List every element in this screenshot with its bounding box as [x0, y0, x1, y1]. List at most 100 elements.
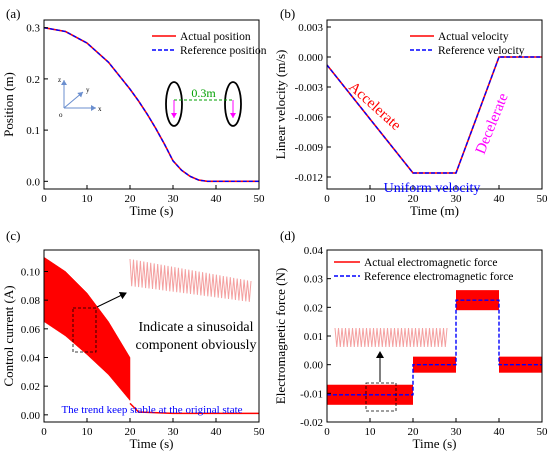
- y-tick-label-b-3: -0.006: [295, 112, 324, 124]
- series-actual-velocity: [326, 56, 542, 174]
- y-axis-label-b: Linear velocity (m/s): [273, 50, 288, 160]
- legend-label-reference-position: Reference position: [180, 45, 267, 57]
- x-tick-label-b-1: 10: [365, 193, 377, 205]
- right-coil-ellipse: [224, 81, 242, 127]
- y-tick-label-b-5: -0.012: [295, 172, 323, 184]
- legend-label-reference-force: Reference electromagnetic force: [364, 271, 513, 283]
- x-tick-label-a-3: 30: [168, 193, 180, 205]
- series-reference-force: [327, 299, 542, 396]
- series-control-current-tail: [129, 402, 259, 415]
- y-tick-label-a-1: 0.1: [26, 125, 40, 137]
- force-band-segment-1: [413, 356, 456, 373]
- plot-frame-c: [43, 249, 260, 423]
- x-axis-label-d: Time (s): [413, 436, 457, 451]
- y-tick-label-d-4: 0.02: [304, 302, 323, 314]
- y-tick-label-d-5: 0.03: [304, 274, 324, 286]
- y-tick-label-c-1: 0.02: [21, 381, 40, 393]
- x-tick-label-b-4: 40: [494, 193, 506, 205]
- inset-zoom-c: [129, 258, 252, 302]
- annotation-sinusoidal-1: Indicate a sinusoidal: [138, 320, 253, 335]
- series-reference-position: [43, 26, 259, 183]
- x-axis-label-a: Time (s): [130, 203, 174, 218]
- legend-a: Actual position Reference position: [152, 31, 267, 57]
- y-tick-label-c-3: 0.06: [21, 324, 41, 336]
- axis-label-o: o: [59, 111, 63, 119]
- x-tick-label-c-4: 40: [211, 426, 223, 438]
- x-tick-label-d-3: 30: [451, 426, 463, 438]
- x-tick-label-b-5: 50: [537, 193, 549, 205]
- x-tick-label-a-4: 40: [211, 193, 223, 205]
- y-tick-label-a-2: 0.2: [26, 74, 40, 86]
- y-tick-label-b-1: 0.000: [298, 52, 323, 64]
- zoom-box-d: [365, 382, 397, 412]
- force-band-segment-3: [499, 356, 542, 373]
- y-tick-label-b-4: -0.009: [295, 142, 324, 154]
- panel-label-d: (d): [280, 228, 295, 243]
- zoom-box-c: [72, 307, 97, 353]
- panel-c: (c) 0 10 20 30 40 500.000.020.040.060.080.10 …: [1, 228, 265, 451]
- legend-label-actual-velocity: Actual velocity: [438, 31, 509, 43]
- inset-oscillation-d: [334, 327, 448, 348]
- x-tick-label-a-2: 20: [125, 193, 137, 205]
- legend-label-actual-position: Actual position: [180, 31, 251, 43]
- zoom-arrow-c: [96, 292, 127, 308]
- x-axis-label-c: Time (s): [130, 436, 174, 451]
- x-tick-label-d-4: 40: [494, 426, 506, 438]
- left-coil-ellipse: [165, 81, 183, 127]
- y-tick-label-c-0: 0.00: [21, 410, 41, 422]
- legend-label-actual-force: Actual electromagnetic force: [364, 257, 497, 269]
- annotation-decelerate: Decelerate: [473, 91, 512, 157]
- x-tick-label-b-3: 30: [451, 193, 463, 205]
- legend-b: Actual velocity Reference velocity: [410, 31, 525, 57]
- panel-b: (b) 0 10 20 30 40 50 0.003 0.000 -0.003 -0.006 -0.…: [273, 6, 548, 218]
- x-tick-label-d-0: 0: [324, 426, 330, 438]
- x-tick-label-d-2: 20: [408, 426, 420, 438]
- legend-d: Actual electromagnetic force Reference e…: [334, 257, 513, 283]
- axis-label-y: y: [86, 86, 90, 94]
- panel-label-a: (a): [6, 6, 20, 21]
- inset-oscillation-c: [129, 258, 252, 302]
- distance-label: 0.3m: [191, 86, 216, 100]
- y-tick-label-c-2: 0.04: [21, 353, 41, 365]
- panel-d: (d) 0 10 20 30 40 50 -0.02 -0.01 0.00 0.01 0.02 0.0…: [273, 228, 548, 451]
- x-tick-label-a-0: 0: [41, 193, 47, 205]
- y-tick-label-d-3: 0.01: [304, 331, 323, 343]
- y-tick-label-d-0: -0.02: [300, 417, 323, 429]
- x-tick-label-a-5: 50: [254, 193, 266, 205]
- axis-label-x: x: [98, 105, 102, 113]
- x-tick-label-b-2: 20: [408, 193, 420, 205]
- y-tick-label-d-2: 0.00: [304, 360, 324, 372]
- legend-label-reference-velocity: Reference velocity: [438, 45, 525, 57]
- y-tick-label-b-2: -0.003: [295, 82, 324, 94]
- axis-label-z: z: [58, 76, 61, 84]
- x-tick-label-d-1: 10: [365, 426, 377, 438]
- plot-frame-a: [43, 19, 260, 190]
- coordinate-axes-icon: z y x o: [58, 76, 102, 119]
- y-tick-label-c-4: 0.08: [21, 295, 41, 307]
- y-tick-label-a-3: 0.3: [26, 23, 40, 35]
- annotation-uniform-velocity: Uniform velocity: [384, 181, 481, 196]
- force-band-segment-2: [456, 290, 499, 311]
- panel-label-b: (b): [280, 6, 295, 21]
- y-tick-label-b-0: 0.003: [298, 22, 323, 34]
- inset-zoom-d: [334, 327, 448, 348]
- panel-label-c: (c): [6, 228, 20, 243]
- annotation-stable-trend: The trend keep stable at the original st…: [61, 404, 242, 416]
- panel-a: (a) 0 10 20 30 40 50 0.0 0.1 0.2 0.3 Time (s) Pos…: [1, 6, 267, 218]
- x-tick-label-c-0: 0: [41, 426, 47, 438]
- y-axis-label-c: Control current (A): [1, 285, 16, 386]
- x-tick-label-c-3: 30: [168, 426, 180, 438]
- x-tick-label-c-1: 10: [82, 426, 94, 438]
- y-tick-label-c-5: 0.10: [21, 267, 41, 279]
- x-axis-label-b: Time (m): [410, 203, 459, 218]
- series-reference-velocity: [326, 56, 542, 174]
- y-tick-label-d-1: -0.01: [300, 388, 323, 400]
- plot-frame-b: [326, 19, 543, 190]
- x-tick-label-a-1: 10: [82, 193, 94, 205]
- x-tick-label-c-2: 20: [125, 426, 137, 438]
- x-tick-label-b-0: 0: [324, 193, 330, 205]
- y-tick-label-d-6: 0.04: [304, 245, 324, 257]
- coil-diagram: 0.3m: [165, 81, 242, 127]
- y-axis-label-a: Position (m): [1, 72, 16, 137]
